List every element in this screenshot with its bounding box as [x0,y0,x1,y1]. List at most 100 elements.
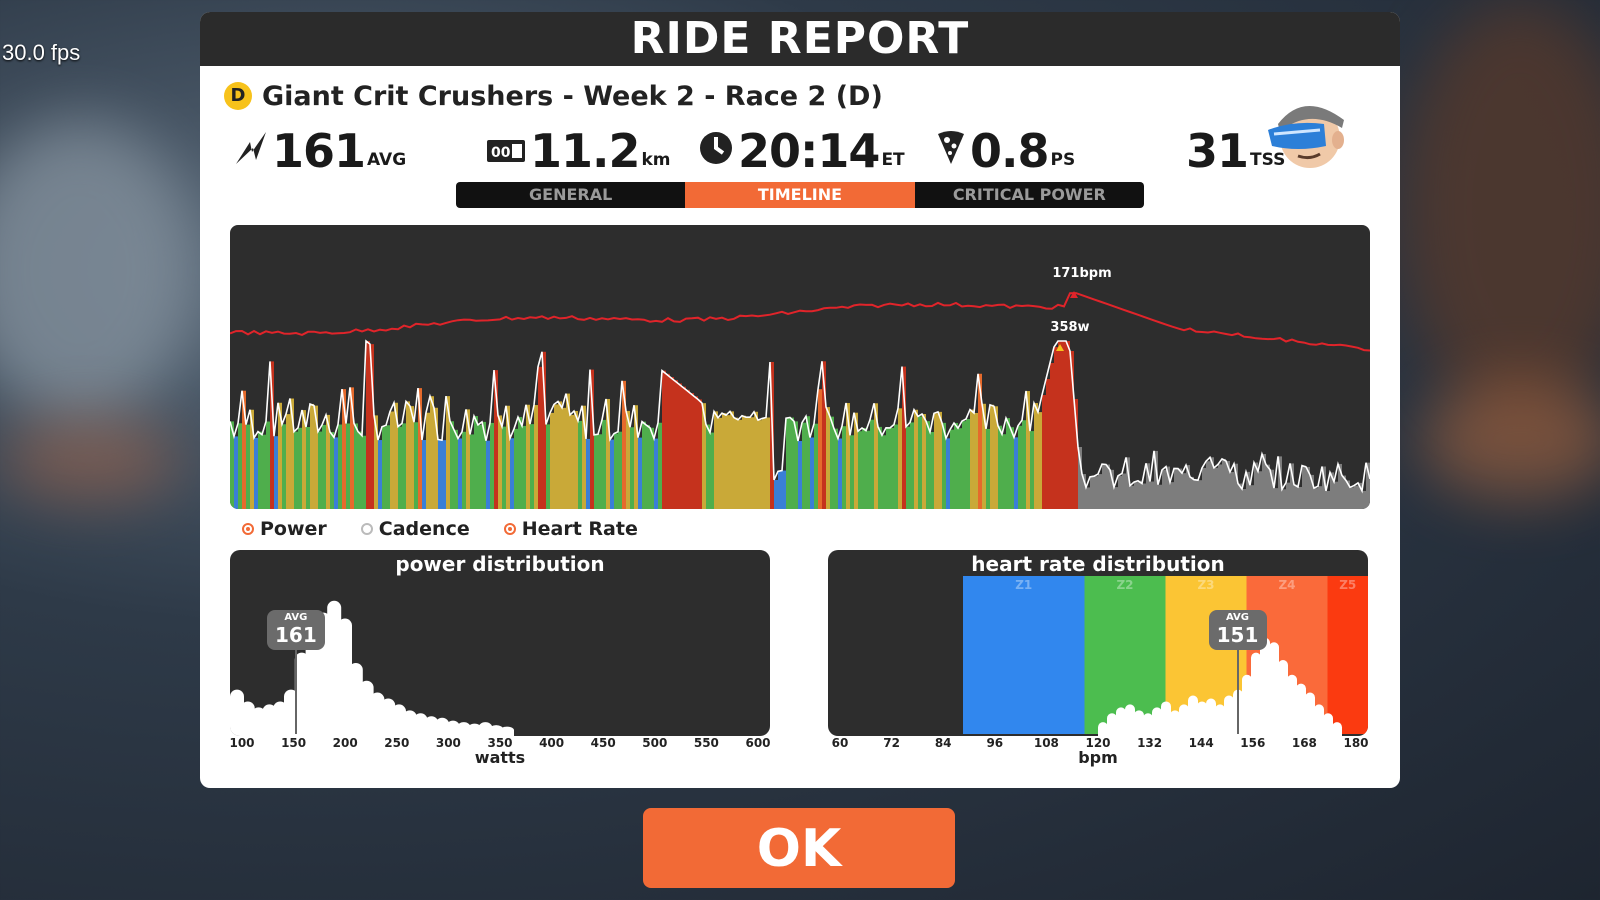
hr-distribution-chart: heart rate distribution Z1 Z2 Z3 Z4 Z5 AVG 1… [828,550,1368,736]
legend-cadence[interactable]: Cadence [360,518,470,540]
power-bar [1010,427,1014,509]
power-bar [506,405,510,509]
cadence-radio[interactable] [360,523,373,535]
distribution-bar-base [240,717,255,736]
power-bar [766,417,770,509]
axis-tick: 120 [1085,736,1111,750]
power-bar [926,421,930,509]
power-bar [638,437,642,509]
power-bar [814,423,818,509]
power-bar [1302,465,1306,509]
legend-heart-rate[interactable]: Heart Rate [503,518,638,540]
stat-tss: 31 TSS ? [1186,120,1298,176]
heart-rate-radio[interactable] [503,523,516,535]
power-bar [930,432,934,509]
power-bar [954,422,958,509]
hr-zone-label: Z4 [1278,578,1296,592]
hr-avg-caption: AVG [1225,612,1249,623]
power-bar [1314,488,1318,509]
power-bar [822,361,826,509]
power-bar [558,401,562,509]
power-bar [1078,447,1082,509]
axis-tick: 180 [1343,736,1369,750]
legend-power[interactable]: Power [242,518,327,540]
axis-tick: 300 [435,736,461,750]
race-name: Giant Crit Crushers - Week 2 - Race 2 (D… [262,80,883,112]
power-bar [614,433,618,509]
distribution-bar-base [1152,720,1162,736]
power-bar [606,398,610,509]
power-bar [750,417,754,509]
power-bar [1330,472,1334,509]
power-bar [786,418,790,509]
distribution-bar-base [370,713,385,736]
power-bar [942,422,946,509]
power-bar [1322,466,1326,509]
hr-zone-band [1084,576,1166,734]
window-title: RIDE REPORT [200,12,1400,66]
power-bar [962,421,966,509]
axis-tick: 450 [590,736,616,750]
stat-time: 20:14 ET [698,120,905,176]
power-bar [446,396,450,509]
power-bar [246,424,250,509]
axis-tick: 200 [332,736,358,750]
tab-critical-power[interactable]: CRITICAL POWER [952,185,1106,204]
power-bar [1362,490,1366,509]
power-bar [690,393,694,509]
power-bar [986,428,990,509]
power-bar [1258,471,1262,509]
power-bar [966,419,970,509]
timeline-legend: Power Cadence Heart Rate [242,518,638,540]
power-bar [1310,474,1314,509]
legend-power-label: Power [260,518,327,540]
tab-general[interactable]: GENERAL [529,185,613,204]
power-bar [974,412,978,509]
distribution-bar-base [478,728,493,736]
power-radio[interactable] [242,523,254,535]
power-area [230,341,1370,509]
axis-tick: 100 [229,736,255,750]
distribution-bar-base [1314,719,1324,736]
pizza-icon [936,130,966,170]
distribution-bar-base [1242,704,1252,736]
power-avg-value: 161 [275,623,317,647]
distribution-bar-base [500,730,514,736]
power-bar [714,411,718,509]
power-bar [1134,482,1138,509]
power-bar [646,424,650,509]
power-bar [250,409,254,509]
distribution-bar-base [489,729,504,736]
timeline-chart[interactable]: 171bpm 358w [230,225,1370,509]
power-bar [1026,391,1030,509]
ok-button[interactable]: OK [643,808,955,888]
power-bar [266,421,270,509]
power-bar [1014,437,1018,509]
power-bar [1122,473,1126,509]
power-bar [734,417,738,509]
power-bar [374,415,378,509]
power-bar [454,429,458,509]
category-badge: D [224,82,252,110]
power-bar [674,380,678,509]
power-bar [1334,481,1338,509]
power-bar [1018,425,1022,509]
power-bar [494,370,498,509]
power-bar [1150,481,1154,509]
tab-timeline[interactable]: TIMELINE [685,182,915,208]
power-bar [1358,482,1362,509]
power-bar [670,377,674,509]
power-bar [1346,480,1350,509]
power-bar [378,440,382,509]
power-bar [406,401,410,509]
power-bar [1102,464,1106,509]
power-bar [894,424,898,509]
power-bar [906,426,910,509]
distribution-bar-base [1332,728,1342,736]
power-bar [726,415,730,509]
power-bar [914,409,918,509]
power-bar [1138,480,1142,509]
distribution-bar-base [1188,714,1198,736]
power-bar [438,439,442,509]
power-bar [414,422,418,509]
